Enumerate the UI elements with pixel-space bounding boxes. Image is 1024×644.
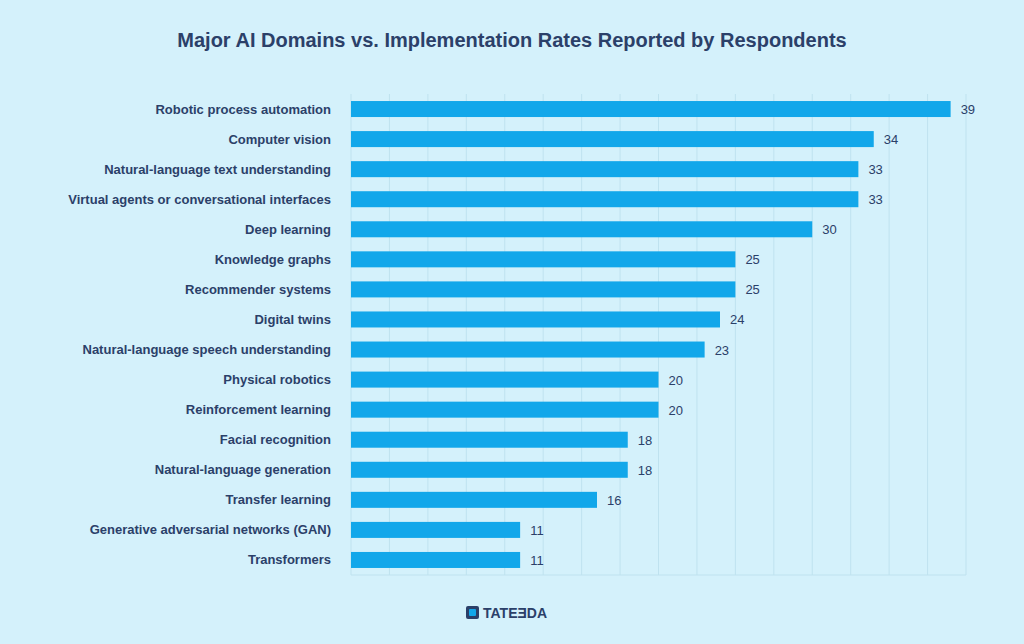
data-label: 20 — [669, 403, 683, 418]
data-label: 11 — [530, 523, 544, 538]
data-label: 24 — [730, 312, 744, 327]
grid-line — [927, 94, 928, 575]
bar — [351, 161, 858, 177]
category-label: Robotic process automation — [155, 102, 331, 117]
category-label: Physical robotics — [223, 372, 331, 387]
bar — [351, 522, 520, 538]
data-label: 30 — [822, 222, 836, 237]
bar — [351, 281, 735, 297]
data-label: 33 — [868, 192, 882, 207]
category-label: Facial recognition — [220, 432, 331, 447]
bar — [351, 552, 520, 568]
bar — [351, 432, 628, 448]
logo: TATEƎDA — [466, 605, 547, 621]
grid-line — [889, 94, 890, 575]
category-label: Computer vision — [228, 132, 331, 147]
data-label: 33 — [868, 162, 882, 177]
bar — [351, 191, 858, 207]
bar — [351, 221, 812, 237]
bar — [351, 462, 628, 478]
bar — [351, 251, 735, 267]
logo-text: TATEƎDA — [483, 605, 547, 621]
bar — [351, 372, 659, 388]
category-label: Natural-language generation — [155, 462, 331, 477]
category-label: Natural-language speech understanding — [83, 342, 332, 357]
bar — [351, 101, 951, 117]
bar — [351, 492, 597, 508]
category-label: Virtual agents or conversational interfa… — [68, 192, 331, 207]
logo-icon — [466, 606, 479, 619]
category-label: Knowledge graphs — [215, 252, 331, 267]
data-label: 11 — [530, 553, 544, 568]
data-label: 39 — [961, 102, 975, 117]
category-label: Deep learning — [245, 222, 331, 237]
chart: Major AI Domains vs. Implementation Rate… — [0, 0, 1024, 644]
data-label: 23 — [715, 343, 729, 358]
data-label: 18 — [638, 463, 652, 478]
bar — [351, 131, 874, 147]
logo-icon-inner — [469, 609, 476, 616]
data-label: 20 — [669, 373, 683, 388]
data-label: 16 — [607, 493, 621, 508]
category-label: Reinforcement learning — [186, 402, 331, 417]
bar — [351, 342, 705, 358]
category-label: Natural-language text understanding — [104, 162, 331, 177]
category-label: Generative adversarial networks (GAN) — [90, 522, 331, 537]
data-label: 25 — [745, 282, 759, 297]
background — [0, 0, 1024, 644]
category-label: Transformers — [248, 552, 331, 567]
labels: Robotic process automation 39 Computer vis… — [68, 102, 975, 568]
category-label: Transfer learning — [226, 492, 332, 507]
data-label: 25 — [745, 252, 759, 267]
bar — [351, 402, 659, 418]
bars — [351, 101, 951, 568]
data-label: 18 — [638, 433, 652, 448]
grid-line — [966, 94, 967, 575]
grid — [351, 94, 966, 575]
data-label: 34 — [884, 132, 898, 147]
category-label: Digital twins — [254, 312, 331, 327]
category-label: Recommender systems — [185, 282, 331, 297]
x-axis-line — [351, 575, 966, 576]
title: Major AI Domains vs. Implementation Rate… — [177, 29, 846, 51]
bar — [351, 311, 720, 327]
